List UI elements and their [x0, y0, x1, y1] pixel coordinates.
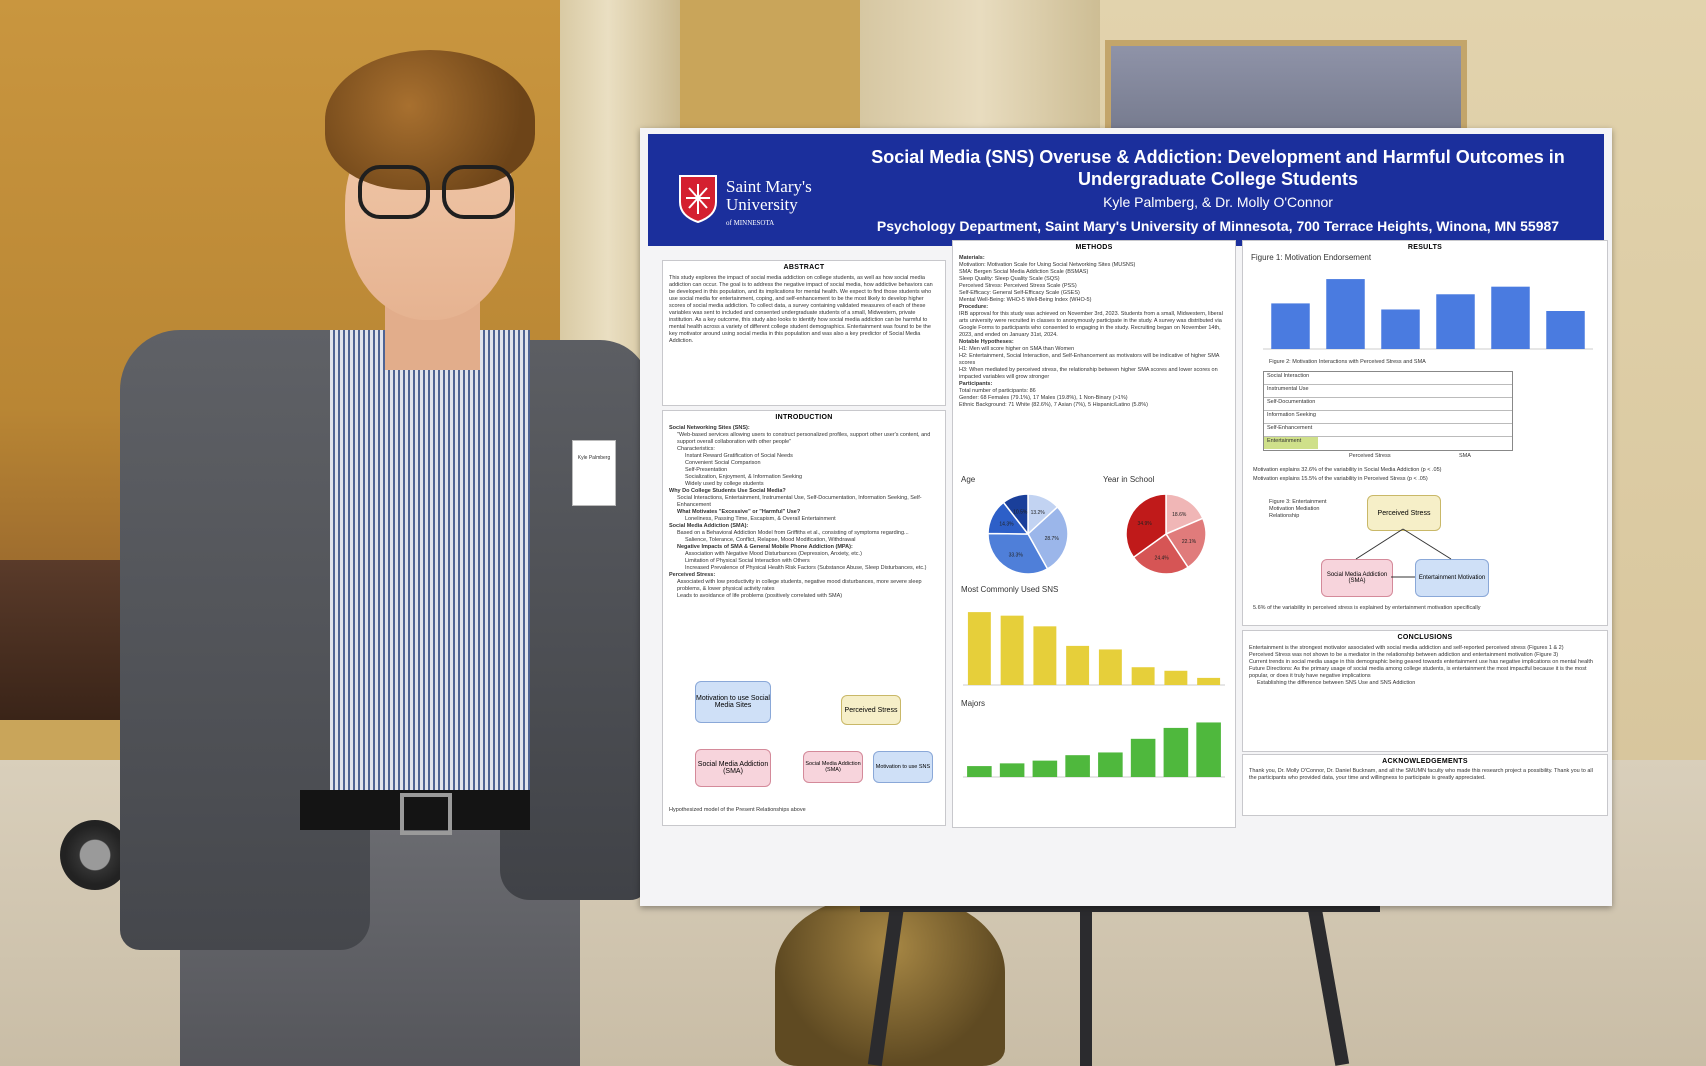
chart-bar [1326, 279, 1365, 349]
chart-bar [1196, 722, 1221, 777]
brace-label-stress: Perceived Stress [1349, 453, 1391, 459]
poster-authors: Kyle Palmberg, & Dr. Molly O'Connor [1103, 194, 1333, 210]
chart-bar [1032, 760, 1058, 777]
chart-bar [1491, 286, 1530, 349]
pie-slice-label: 24.4% [1155, 556, 1170, 562]
results-panel: RESULTS Figure 1: Motivation Endorsement… [1242, 240, 1608, 626]
chart-bar [1163, 727, 1189, 777]
abstract-panel: ABSTRACT This study explores the impact … [662, 260, 946, 406]
chart-bar [999, 763, 1025, 777]
pie-slice-label: 22.1% [1182, 539, 1197, 545]
pie-slice [1002, 493, 1029, 537]
easel-leg [1080, 900, 1092, 1066]
brace-label-sma: SMA [1459, 453, 1471, 459]
acknowledgements-panel: ACKNOWLEDGEMENTS Thank you, Dr. Molly O'… [1242, 754, 1608, 816]
pie-slice [1164, 517, 1207, 569]
chart-bar [1436, 294, 1475, 349]
pie-slice [1132, 532, 1190, 575]
result-note-3: 5.6% of the variability in perceived str… [1253, 605, 1481, 611]
chart-bar [1271, 303, 1310, 349]
research-poster: Saint Mary's University of MINNESOTA Soc… [640, 128, 1612, 906]
chart-bar [1033, 626, 1057, 685]
fig2-title: Figure 2: Motivation Interactions with P… [1269, 359, 1426, 365]
school-chart-title: Year in School [1103, 475, 1155, 484]
conclusions-panel: CONCLUSIONS Entertainment is the stronge… [1242, 630, 1608, 752]
sns-bar-chart [963, 612, 1225, 686]
intro-sma-box: Social Media Addiction (SMA) [803, 751, 863, 783]
methods-list: Materials: Motivation: Motivation Scale … [959, 255, 1223, 408]
sns-chart-title: Most Commonly Used SNS [961, 585, 1059, 594]
pie-slice [1125, 493, 1167, 559]
pie-slice-label: 10.5% [1013, 509, 1028, 515]
pie-slice [1027, 505, 1069, 570]
chart-bar [1197, 677, 1221, 685]
chart-bar [1098, 649, 1122, 685]
chart-bar [1130, 738, 1156, 777]
pie-slice-label: 33.3% [1009, 553, 1024, 559]
acknowledgements-heading: ACKNOWLEDGEMENTS [1382, 758, 1468, 765]
glasses [358, 165, 518, 219]
pie-slice-label: 18.6% [1172, 512, 1187, 518]
majors-bar-chart [963, 722, 1225, 778]
result-note-2: Motivation explains 15.5% of the variabi… [1253, 476, 1428, 482]
chart-bar [1381, 309, 1420, 349]
age-chart-title: Age [961, 475, 976, 484]
jacket-left [120, 330, 370, 950]
intro-addiction-box: Social Media Addiction (SMA) [695, 749, 771, 787]
pie-slice-label: 28.7% [1045, 536, 1060, 542]
intro-stress-box: Perceived Stress [841, 695, 901, 725]
motivation-endorsement-chart [1263, 279, 1593, 350]
school-pie-chart: 18.6% 22.1% 24.4% 34.9% [1125, 493, 1207, 575]
age-pie-chart: 13.2% 28.7% 33.3% 14.3% 10.5% [987, 493, 1069, 575]
poster-title: Social Media (SNS) Overuse & Addiction: … [871, 147, 1565, 189]
chart-bar [1098, 752, 1123, 777]
fig2-table: Social Interaction Instrumental Use Self… [1263, 371, 1513, 451]
introduction-heading: INTRODUCTION [775, 414, 833, 421]
chart-bar [1066, 645, 1090, 685]
conclusions-heading: CONCLUSIONS [1397, 634, 1453, 641]
pie-slice [1165, 493, 1204, 536]
fig1-title: Figure 1: Motivation Endorsement [1251, 253, 1372, 262]
abstract-text: This study explores the impact of social… [669, 275, 933, 344]
chart-bar [1065, 755, 1090, 777]
university-shield-logo [679, 175, 717, 224]
methods-heading: METHODS [1075, 244, 1113, 251]
abstract-heading: ABSTRACT [783, 264, 825, 271]
wooden-bench [0, 560, 140, 720]
majors-chart-title: Majors [961, 699, 986, 708]
acknowledgements-text: Thank you, Dr. Molly O'Connor, Dr. Danie… [1249, 768, 1593, 781]
fig3-sma-box: Social Media Addiction (SMA) [1321, 559, 1393, 597]
cart-wheel [60, 820, 130, 890]
fig3-arrows [1355, 528, 1452, 578]
introduction-list: Social Networking Sites (SNS): "Web-base… [669, 425, 931, 599]
belt-buckle [400, 793, 452, 835]
pie-slice [987, 532, 1049, 575]
chart-bar [967, 766, 992, 777]
chart-bar [1164, 670, 1188, 685]
chart-bar [1131, 667, 1155, 685]
pie-slice-label: 14.3% [999, 521, 1014, 527]
conclusions-list: Entertainment is the strongest motivator… [1249, 645, 1593, 686]
methods-panel: METHODS Materials: Motivation: Motivatio… [952, 240, 1236, 828]
poster-department: Psychology Department, Saint Mary's Univ… [876, 218, 1560, 234]
chart-bar [967, 612, 991, 685]
university-name: Saint Mary's University of MINNESOTA [726, 177, 812, 228]
result-note-1: Motivation explains 32.6% of the variabi… [1253, 467, 1442, 473]
pie-slice-label: 13.2% [1031, 510, 1046, 516]
results-heading: RESULTS [1407, 244, 1443, 251]
intro-caption: Hypothesized model of the Present Relati… [669, 807, 806, 813]
name-tag: Kyle Palmberg [572, 440, 616, 506]
fig3-entertainment-box: Entertainment Motivation [1415, 559, 1489, 597]
chart-bar [1000, 615, 1024, 685]
pie-slice-label: 34.9% [1138, 521, 1153, 527]
poster-banner: Saint Mary's University of MINNESOTA Soc… [648, 134, 1604, 246]
intro-motivation-box: Motivation to use Social Media Sites [695, 681, 771, 723]
striped-shirt [330, 330, 530, 790]
intro-motivation-sns-box: Motivation to use SNS [873, 751, 933, 783]
chart-bar [1546, 311, 1585, 349]
fig3-stress-box: Perceived Stress [1367, 495, 1441, 531]
fig3-label: Figure 3: Entertainment Motivation Media… [1269, 499, 1327, 519]
introduction-panel: INTRODUCTION Social Networking Sites (SN… [662, 410, 946, 826]
